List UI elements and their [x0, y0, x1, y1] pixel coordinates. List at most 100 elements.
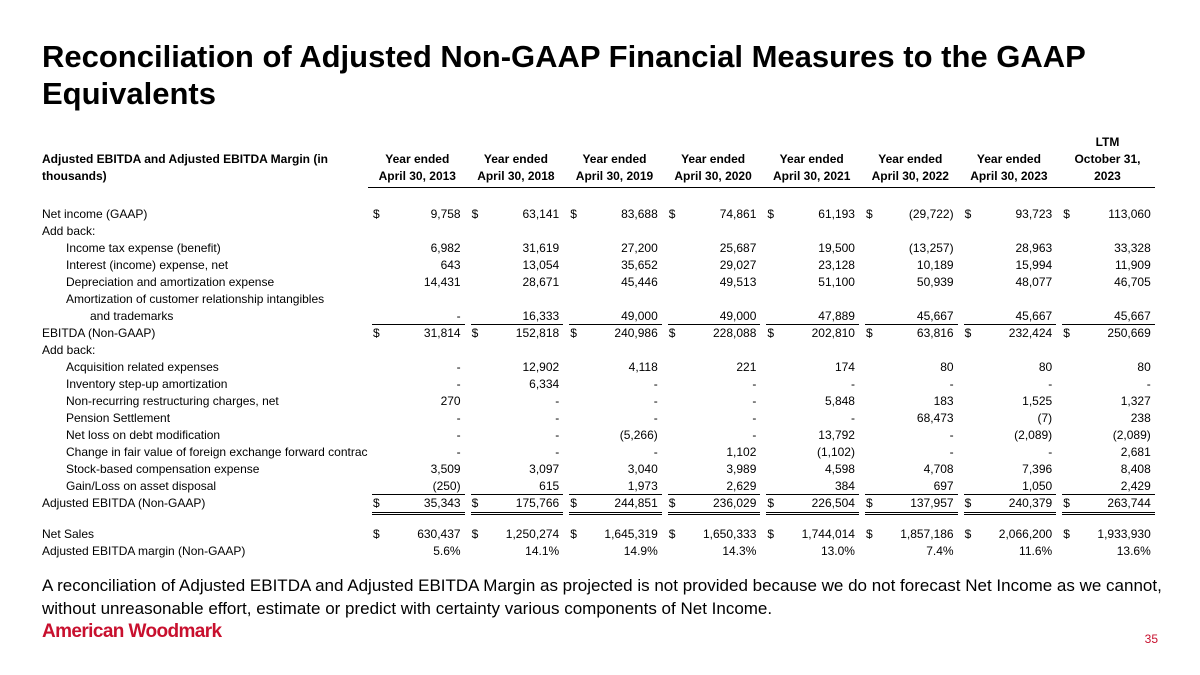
cell: 1,933,930 — [1097, 527, 1151, 541]
table: Adjusted EBITDA and Adjusted EBITDA Marg… — [42, 135, 1155, 558]
cell: 13,054 — [522, 258, 560, 272]
cell: 221 — [736, 360, 757, 374]
row-label: Net income (GAAP) — [42, 207, 148, 221]
currency: $ — [964, 527, 972, 541]
cell: - — [653, 394, 658, 408]
cell: (5,266) — [619, 428, 658, 442]
cell: - — [653, 377, 658, 391]
row-rule — [766, 324, 859, 325]
currency: $ — [767, 326, 775, 340]
cell: 11.6% — [1019, 544, 1053, 558]
cell: 14.1% — [525, 544, 560, 558]
row-rule — [470, 324, 564, 325]
cell: 137,957 — [910, 496, 954, 510]
page-number: 35 — [1144, 632, 1158, 646]
column-header: Year ended — [582, 152, 647, 166]
header-rule — [368, 187, 1155, 188]
currency: $ — [866, 207, 873, 221]
cell: 174 — [834, 360, 855, 374]
row-label: EBITDA (Non-GAAP) — [42, 326, 156, 340]
cell: - — [752, 394, 757, 408]
row-label: Net Sales — [42, 527, 95, 541]
cell: 244,851 — [614, 496, 658, 510]
row-rule — [1062, 512, 1155, 513]
row-rule — [470, 494, 564, 495]
column-header: Year ended — [681, 152, 746, 166]
row-rule — [372, 324, 465, 325]
row-label: Interest (income) expense, net — [66, 258, 229, 272]
cell: 4,598 — [824, 462, 855, 476]
cell: 240,379 — [1008, 496, 1053, 510]
cell: 13.6% — [1116, 544, 1151, 558]
cell: - — [456, 428, 461, 442]
cell: 6,334 — [529, 377, 560, 391]
cell: 19,500 — [818, 241, 855, 255]
cell: 29,027 — [719, 258, 757, 272]
cell: 80 — [940, 360, 954, 374]
cell: - — [850, 411, 855, 425]
cell: 50,939 — [916, 275, 954, 289]
column-header: Year ended — [779, 152, 844, 166]
cell: 5.6% — [433, 544, 461, 558]
column-header: April 30, 2023 — [970, 169, 1048, 183]
cell: (7) — [1037, 411, 1053, 425]
header-label: Adjusted EBITDA and Adjusted EBITDA Marg… — [42, 152, 328, 166]
row-rule — [865, 512, 958, 513]
row-label: Inventory step-up amortization — [66, 377, 228, 391]
row-rule — [569, 512, 662, 513]
cell: 152,818 — [515, 326, 560, 340]
column-header: April 30, 2021 — [772, 169, 851, 183]
cell: 1,857,186 — [900, 527, 954, 541]
footnote: A reconciliation of Adjusted EBITDA and … — [42, 576, 1162, 618]
cell: - — [752, 377, 757, 391]
cell: 1,645,319 — [604, 527, 658, 541]
cell: 1,327 — [1120, 394, 1151, 408]
cell: 16,333 — [522, 309, 560, 323]
cell: 35,343 — [423, 496, 461, 510]
cell: 31,619 — [522, 241, 560, 255]
row-rule — [667, 324, 761, 325]
cell: (13,257) — [908, 241, 954, 255]
row-rule — [963, 324, 1057, 325]
cell: 175,766 — [515, 496, 560, 510]
row-rule — [372, 512, 465, 513]
currency: $ — [668, 527, 676, 541]
row-label: Add back: — [42, 343, 96, 357]
cell: 33,328 — [1114, 241, 1151, 255]
row-rule — [569, 324, 662, 325]
cell: 3,989 — [726, 462, 757, 476]
row-rule — [569, 494, 662, 495]
cell: 4,708 — [923, 462, 954, 476]
cell: 49,000 — [719, 309, 757, 323]
row-rule — [667, 512, 761, 513]
row-rule — [470, 512, 564, 513]
cell: 61,193 — [818, 207, 855, 221]
cell: 270 — [440, 394, 461, 408]
cell: 15,994 — [1015, 258, 1053, 272]
cell: 47,889 — [818, 309, 855, 323]
cell: 384 — [834, 479, 855, 493]
cell: - — [949, 377, 954, 391]
cell: 27,200 — [621, 241, 658, 255]
row-rule — [766, 494, 859, 495]
column-header: 2023 — [1094, 169, 1121, 183]
cell: 5,848 — [824, 394, 855, 408]
cell: - — [1048, 377, 1053, 391]
currency: $ — [373, 207, 380, 221]
cell: 9,758 — [430, 207, 461, 221]
row-label: Acquisition related expenses — [66, 360, 219, 374]
cell: - — [653, 411, 658, 425]
cell: - — [456, 309, 461, 323]
cell: 45,667 — [1015, 309, 1053, 323]
cell: 3,040 — [627, 462, 658, 476]
currency: $ — [866, 527, 873, 541]
cell: 49,513 — [719, 275, 757, 289]
cell: - — [456, 411, 461, 425]
cell: 68,473 — [916, 411, 954, 425]
cell: 236,029 — [713, 496, 757, 510]
column-header: Year ended — [385, 152, 450, 166]
row-label: Depreciation and amortization expense — [66, 275, 275, 289]
cell: - — [949, 445, 954, 459]
cell: - — [456, 445, 461, 459]
cell: 63,816 — [916, 326, 954, 340]
